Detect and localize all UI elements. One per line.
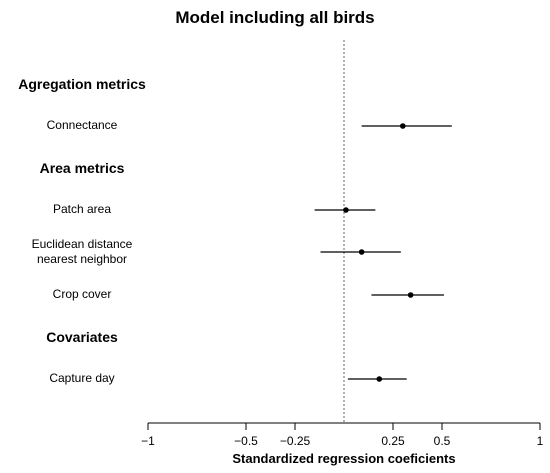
- row-label-line: Euclidean distance: [31, 237, 133, 251]
- chart-title: Model including all birds: [175, 8, 375, 27]
- row-label: Crop cover: [52, 287, 112, 301]
- x-axis-ticks: [147, 423, 541, 430]
- x-axis-label: Standardized regression coeficients: [232, 451, 456, 466]
- row-label: Patch area: [52, 202, 112, 216]
- x-tick-label: 0.5: [433, 434, 451, 448]
- row-label: Connectance: [46, 118, 118, 132]
- estimate-point: [376, 376, 383, 382]
- group-label: Area metrics: [39, 160, 125, 176]
- row-label: Euclidean distance nearest neighbor: [2, 237, 162, 267]
- x-tick-label: −0.5: [234, 434, 258, 448]
- estimate-point: [407, 292, 414, 298]
- x-tick-label: −0.25: [279, 434, 311, 448]
- estimate-point: [400, 123, 406, 129]
- group-label: Covariates: [46, 329, 118, 345]
- x-tick-label: 1: [536, 434, 544, 448]
- x-tick-label: −1: [141, 434, 155, 448]
- estimate-point: [343, 207, 349, 213]
- group-label: Agregation metrics: [18, 76, 146, 92]
- row-label-line: nearest neighbor: [36, 252, 128, 266]
- estimate-point: [358, 249, 365, 255]
- x-tick-label: 0.25: [381, 434, 405, 448]
- coefficient-marks: [314, 123, 452, 382]
- row-label: Capture day: [49, 371, 115, 385]
